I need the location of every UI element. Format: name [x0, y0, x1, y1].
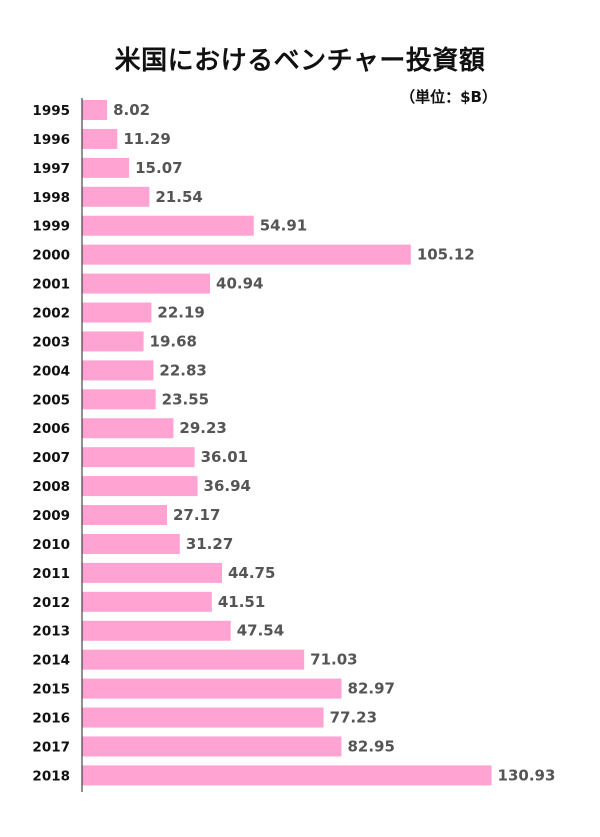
year-label-1995: 1995: [32, 103, 70, 119]
bar-2018: [82, 765, 492, 786]
value-label-2010: 31.27: [186, 535, 233, 553]
value-label-2001: 40.94: [216, 275, 263, 293]
year-label-2002: 2002: [32, 306, 70, 322]
year-label-2008: 2008: [32, 479, 70, 495]
value-label-2000: 105.12: [417, 246, 475, 264]
year-label-1996: 1996: [32, 132, 70, 148]
value-label-2014: 71.03: [310, 651, 357, 669]
bar-2000: [82, 244, 411, 265]
year-label-1997: 1997: [32, 161, 70, 177]
year-label-2014: 2014: [32, 653, 70, 669]
value-label-2004: 22.83: [159, 361, 206, 379]
year-label-2004: 2004: [32, 363, 70, 379]
bar-2016: [82, 707, 324, 728]
year-label-2003: 2003: [32, 334, 70, 350]
value-label-2003: 19.68: [150, 332, 197, 350]
value-label-2015: 82.97: [348, 680, 395, 698]
year-label-2011: 2011: [32, 566, 70, 582]
year-label-2010: 2010: [32, 537, 70, 553]
year-label-2013: 2013: [32, 624, 70, 640]
value-label-2017: 82.95: [347, 737, 394, 755]
value-label-2005: 23.55: [162, 390, 209, 408]
value-label-2016: 77.23: [330, 709, 377, 727]
bar-1996: [82, 128, 118, 149]
value-label-1998: 21.54: [155, 188, 202, 206]
bar-2012: [82, 591, 212, 612]
bar-1998: [82, 186, 150, 207]
year-label-2015: 2015: [32, 682, 70, 698]
bar-2006: [82, 418, 174, 439]
year-label-2016: 2016: [32, 711, 70, 727]
year-label-2007: 2007: [32, 450, 70, 466]
year-label-2006: 2006: [32, 421, 70, 437]
bar-1999: [82, 215, 254, 236]
value-label-1999: 54.91: [260, 217, 307, 235]
year-label-2018: 2018: [32, 768, 70, 784]
bar-2005: [82, 389, 156, 410]
unit-label: （単位：$B）: [400, 88, 497, 106]
chart-title: 米国におけるベンチャー投資額: [114, 46, 486, 76]
value-label-2011: 44.75: [228, 564, 275, 582]
bar-2011: [82, 562, 222, 583]
value-label-1997: 15.07: [135, 159, 182, 177]
year-label-2001: 2001: [32, 277, 70, 293]
bar-2004: [82, 360, 154, 381]
bar-2007: [82, 447, 195, 468]
bar-2010: [82, 533, 180, 554]
bar-2008: [82, 476, 198, 497]
value-label-2007: 36.01: [201, 448, 248, 466]
value-label-2018: 130.93: [498, 766, 556, 784]
bar-2002: [82, 302, 152, 323]
bar-1995: [82, 100, 108, 120]
bar-1997: [82, 157, 130, 178]
value-label-2009: 27.17: [173, 506, 220, 524]
bars-layer: 1995 8.02 1996 11.29 1997 15.07 1998 21.54 1999 5…: [32, 100, 556, 786]
bar-2014: [82, 649, 305, 670]
bar-2001: [82, 273, 211, 294]
bar-2013: [82, 620, 231, 641]
year-label-1998: 1998: [32, 190, 70, 206]
bar-2003: [82, 331, 144, 352]
bar-2017: [82, 736, 342, 757]
value-label-2002: 22.19: [157, 304, 204, 322]
year-label-2017: 2017: [32, 739, 70, 755]
year-label-2009: 2009: [32, 508, 70, 524]
year-label-2000: 2000: [32, 248, 70, 264]
year-label-2012: 2012: [32, 595, 70, 611]
year-label-1999: 1999: [32, 219, 70, 235]
value-label-2013: 47.54: [237, 622, 284, 640]
value-label-2006: 29.23: [179, 419, 226, 437]
year-label-2005: 2005: [32, 392, 70, 408]
bar-2015: [82, 678, 342, 699]
value-label-1995: 8.02: [113, 101, 150, 119]
value-label-1996: 11.29: [123, 130, 170, 148]
value-label-2012: 41.51: [218, 593, 265, 611]
value-label-2008: 36.94: [204, 477, 251, 495]
bar-2009: [82, 505, 167, 526]
